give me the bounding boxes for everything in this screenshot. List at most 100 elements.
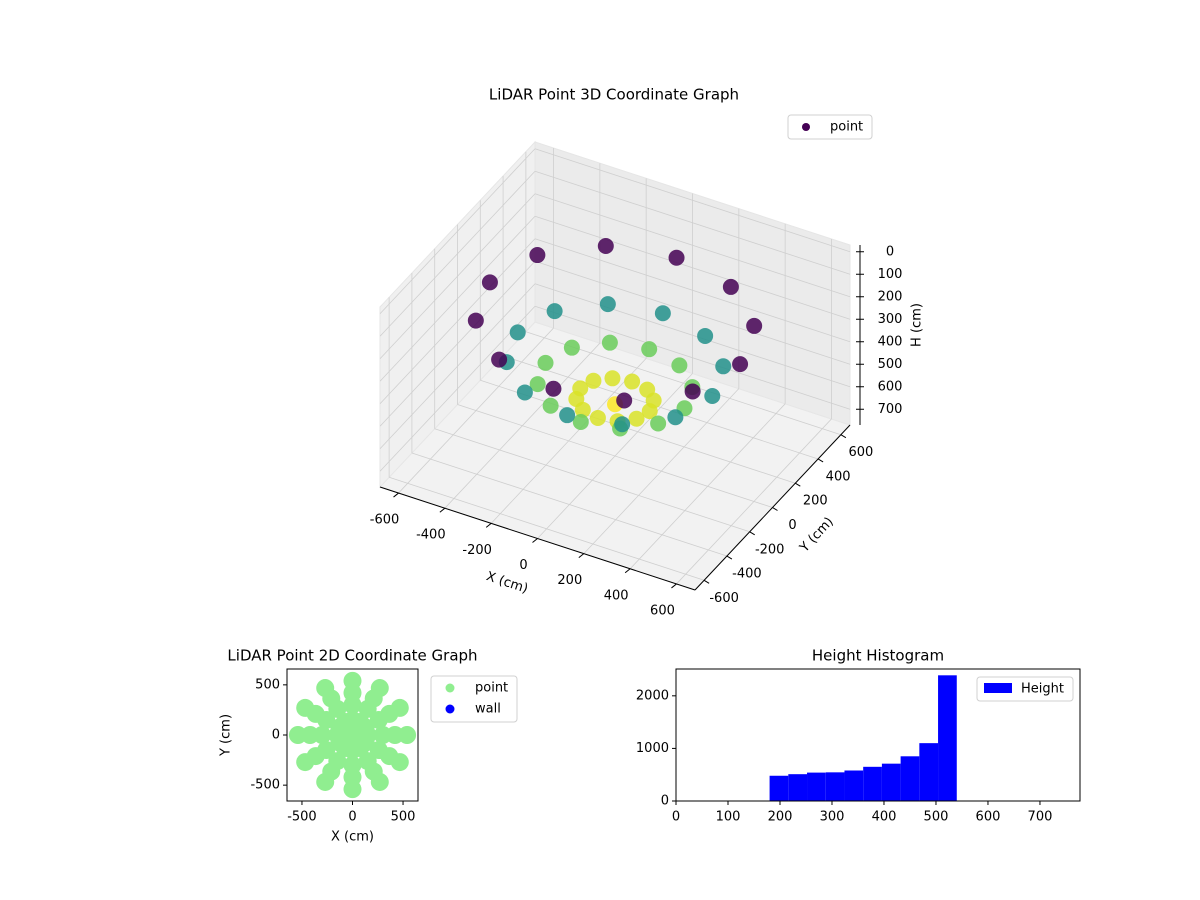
- y-axis-label: Y (cm): [219, 714, 234, 757]
- x-tick-label: -600: [370, 513, 400, 528]
- y-tick-label: 1000: [636, 741, 669, 756]
- x-tick-label: 400: [604, 588, 629, 603]
- point: [641, 341, 658, 358]
- y-axis-line: [694, 424, 851, 591]
- z-tick-label: 400: [878, 334, 903, 349]
- y-tick-label: 0: [788, 518, 796, 533]
- tick-mark: [749, 531, 755, 536]
- axes-frame: [675, 668, 1081, 802]
- point: [624, 373, 641, 390]
- point: [654, 305, 671, 322]
- grid-line: [379, 148, 536, 315]
- point: [370, 679, 389, 698]
- x-tick-label: 0: [519, 558, 527, 573]
- tick-mark: [532, 538, 538, 543]
- x-tick-label: 500: [924, 810, 949, 825]
- point: [563, 339, 580, 356]
- x-tick-label: 300: [820, 810, 845, 825]
- point: [398, 726, 417, 744]
- grid-line: [388, 476, 705, 581]
- legend-patch: [984, 683, 1012, 693]
- x-tick-label: 0: [348, 810, 356, 825]
- x-tick-label: 400: [872, 810, 897, 825]
- grid-line: [379, 283, 536, 450]
- point: [601, 334, 618, 351]
- x-tick-label: -200: [462, 543, 492, 558]
- point: [722, 278, 739, 295]
- point: [537, 354, 554, 371]
- point: [671, 357, 688, 374]
- grid-line: [379, 215, 536, 382]
- point: [481, 274, 498, 291]
- point: [574, 401, 591, 418]
- point: [343, 671, 362, 690]
- legend-marker: [802, 123, 810, 131]
- point: [585, 372, 602, 389]
- grid-line: [480, 379, 796, 484]
- grid-line: [379, 170, 536, 337]
- y-tick-label: 200: [803, 494, 828, 509]
- tick-mark: [671, 583, 677, 589]
- bar: [938, 675, 957, 801]
- point: [732, 356, 749, 373]
- grid-line: [502, 355, 819, 460]
- x-tick-label: 0: [672, 810, 680, 825]
- point: [697, 327, 714, 344]
- point: [316, 772, 335, 791]
- grid-line: [434, 428, 750, 533]
- chart-title: LiDAR Point 3D Coordinate Graph: [489, 86, 739, 104]
- x-tick-label: 200: [768, 810, 793, 825]
- y-tick-label: -500: [250, 778, 280, 793]
- point: [599, 296, 616, 313]
- z-tick-label: 500: [878, 357, 903, 372]
- y-axis-label: Y (cm): [797, 515, 837, 557]
- x-tick-label: 600: [650, 603, 675, 618]
- grid-line: [534, 193, 851, 298]
- grid-line: [457, 404, 773, 508]
- point: [356, 733, 375, 752]
- point: [684, 383, 701, 400]
- legend-marker: [445, 683, 455, 693]
- x-tick-label: 200: [557, 573, 582, 588]
- point: [616, 392, 633, 409]
- point: [650, 415, 667, 432]
- grid-line: [534, 148, 851, 253]
- plot-area: [288, 671, 417, 799]
- tick-mark: [772, 507, 778, 511]
- z-tick-label: 0: [886, 244, 894, 259]
- y-tick-label: -600: [709, 591, 739, 606]
- chart-title: Height Histogram: [812, 647, 944, 665]
- point: [715, 358, 732, 375]
- legend-label: point: [475, 681, 508, 696]
- tick-mark: [817, 458, 824, 463]
- bar: [825, 772, 845, 801]
- tick-mark: [439, 507, 446, 513]
- point: [559, 407, 576, 424]
- point: [704, 388, 721, 405]
- tick-mark: [840, 434, 847, 439]
- point: [288, 726, 307, 744]
- x-axis-label: X (cm): [331, 830, 374, 845]
- bar: [769, 775, 789, 801]
- point: [343, 726, 362, 744]
- z-tick-label: 300: [878, 312, 903, 327]
- tick-mark: [795, 482, 801, 487]
- x-axis-line: [379, 486, 696, 591]
- x-tick-label: 100: [716, 810, 741, 825]
- x-tick-label: 500: [391, 810, 416, 825]
- tick-mark: [703, 579, 710, 584]
- tick-mark: [393, 492, 399, 498]
- y-tick-label: 0: [661, 794, 669, 809]
- grid-line: [534, 215, 851, 320]
- point: [316, 679, 335, 698]
- point: [545, 380, 562, 397]
- tick-mark: [726, 555, 733, 560]
- point: [467, 312, 484, 329]
- grid-line: [379, 193, 536, 360]
- grid-line: [379, 260, 536, 427]
- point: [667, 409, 684, 426]
- tick-mark: [578, 553, 585, 559]
- point: [614, 416, 631, 433]
- x-axis-label: X (cm): [484, 569, 530, 597]
- y-tick-label: 0: [272, 728, 280, 743]
